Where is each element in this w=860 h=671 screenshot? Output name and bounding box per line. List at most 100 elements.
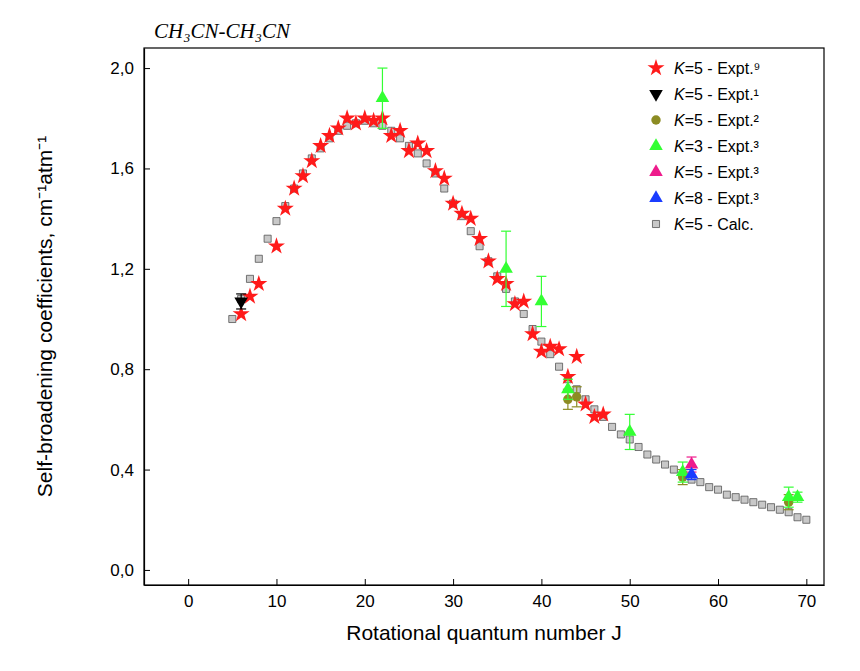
point: [741, 496, 748, 503]
error-bar-cap: [625, 414, 635, 415]
y-tick-mark: [144, 369, 150, 370]
y-tick-mark: [144, 269, 150, 270]
point: [572, 392, 581, 401]
legend-marker: [649, 138, 663, 150]
point: [635, 443, 642, 450]
point: [595, 405, 612, 421]
y-tick: 2,0: [110, 59, 150, 78]
legend-marker: [652, 220, 659, 227]
error-bar-cap: [572, 386, 582, 387]
series: [229, 117, 810, 523]
error-bar-cap: [687, 479, 697, 480]
point: [441, 185, 448, 192]
error-bar-cap: [377, 128, 387, 129]
x-tick-label: 70: [797, 592, 816, 611]
x-tick-label: 40: [532, 592, 551, 611]
point: [609, 423, 616, 430]
x-tick-mark: [806, 579, 807, 585]
y-tick: 0,0: [110, 561, 150, 580]
x-tick: 10: [268, 579, 287, 611]
point: [556, 363, 563, 370]
point: [697, 479, 704, 486]
x-axis-title: Rotational quantum number J: [346, 621, 622, 644]
y-tick-label: 0,0: [110, 561, 134, 580]
point: [436, 170, 453, 186]
x-tick-mark: [630, 579, 631, 585]
series: [376, 68, 805, 507]
point: [273, 218, 280, 225]
point: [515, 292, 532, 308]
y-tick: 1,2: [110, 260, 150, 279]
x-tick: 50: [621, 579, 640, 611]
error-bar-cap: [536, 276, 546, 277]
point: [376, 90, 390, 102]
y-axis: 0,00,40,81,21,62,0: [110, 49, 150, 586]
error-bar-cap: [784, 507, 794, 508]
point: [414, 150, 421, 157]
point: [561, 381, 575, 393]
point: [568, 348, 585, 364]
x-tick-label: 10: [268, 592, 287, 611]
x-tick-mark: [276, 579, 277, 585]
x-tick-label: 50: [621, 592, 640, 611]
point: [791, 489, 805, 501]
point: [462, 210, 479, 226]
legend-marker: [647, 59, 664, 75]
point: [392, 122, 409, 138]
y-tick-label: 2,0: [110, 59, 134, 78]
x-tick: 70: [797, 579, 816, 611]
point: [480, 252, 497, 268]
point: [685, 467, 699, 479]
point: [423, 160, 430, 167]
y-tick-mark: [144, 570, 150, 571]
legend-marker: [649, 164, 663, 176]
legend: K=5 - Expt.⁹K=5 - Expt.¹K=5 - Expt.²K=3 …: [647, 59, 760, 233]
point: [418, 142, 435, 158]
y-axis-line: [144, 49, 145, 586]
error-bar-cap: [678, 484, 688, 485]
error-bar-cap: [236, 293, 246, 294]
point: [723, 491, 730, 498]
x-tick-label: 60: [709, 592, 728, 611]
legend-label: K=5 - Calc.: [674, 216, 754, 233]
legend-label: K=3 - Expt.³: [674, 138, 760, 155]
x-tick-label: 0: [184, 592, 193, 611]
point: [264, 235, 271, 242]
x-tick-mark: [541, 579, 542, 585]
point: [250, 275, 267, 291]
y-tick-mark: [144, 470, 150, 471]
error-bar-cap: [793, 502, 803, 503]
point: [277, 200, 294, 216]
x-axis-line: [145, 585, 825, 586]
point: [286, 180, 303, 196]
point: [644, 451, 651, 458]
series: [685, 467, 699, 480]
point: [535, 294, 549, 306]
y-axis-title: Self-broadening coefficients, cm⁻¹atm⁻¹: [33, 136, 56, 497]
point: [268, 237, 285, 253]
error-bar-cap: [563, 409, 573, 410]
point: [685, 457, 699, 469]
y-tick: 1,6: [110, 159, 150, 178]
point: [524, 325, 541, 341]
point: [759, 501, 766, 508]
x-tick-label: 20: [356, 592, 375, 611]
chart: 0102030405060700,00,40,81,21,62,0CH₃CN-C…: [0, 0, 860, 671]
error-bar-cap: [563, 379, 573, 380]
point: [750, 499, 757, 506]
error-bar-cap: [377, 67, 387, 68]
legend-label: K=5 - Expt.³: [674, 164, 760, 181]
x-tick-label: 30: [444, 592, 463, 611]
point: [499, 261, 513, 273]
point: [732, 494, 739, 501]
y-tick: 0,8: [110, 360, 150, 379]
x-tick: 40: [532, 579, 551, 611]
point: [471, 230, 488, 246]
x-tick: 20: [356, 579, 375, 611]
point: [617, 431, 624, 438]
series: [563, 387, 794, 510]
legend-marker: [649, 90, 663, 102]
error-bar-cap: [678, 482, 688, 483]
error-bar-cap: [536, 326, 546, 327]
point: [303, 152, 320, 168]
